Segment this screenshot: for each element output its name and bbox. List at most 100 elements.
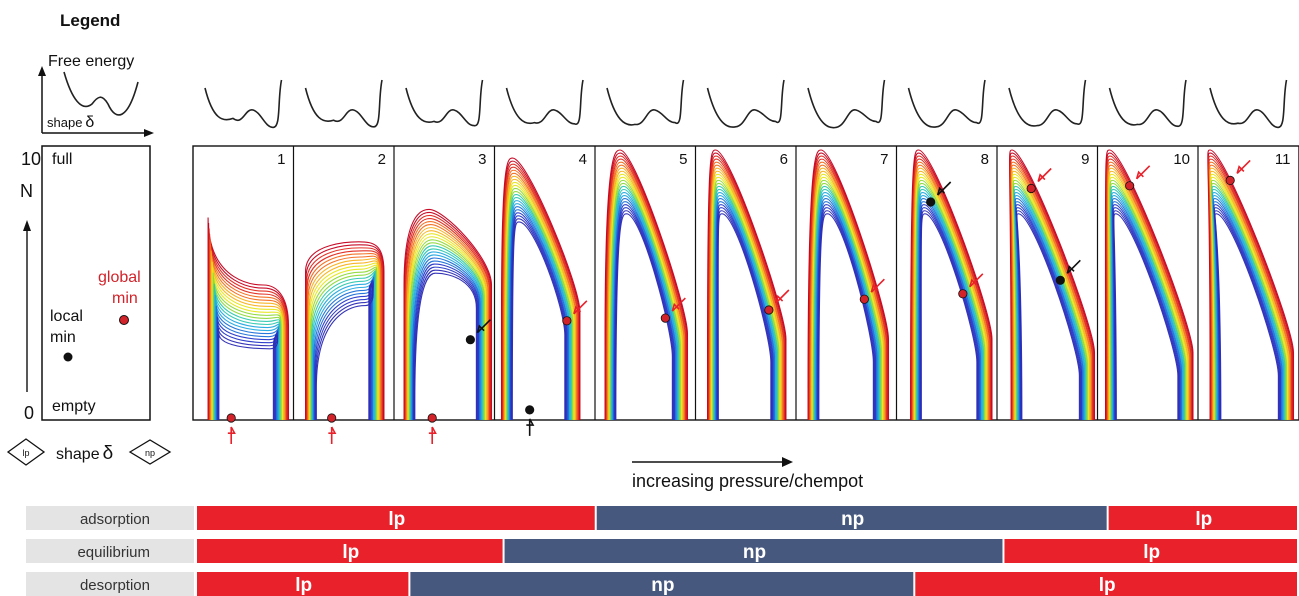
global-min-label-1: global — [98, 269, 141, 286]
contour-line — [501, 160, 580, 420]
pressure-arrow-icon — [782, 457, 793, 467]
contour-line — [404, 211, 492, 420]
contour-line — [314, 280, 374, 420]
contour-line — [212, 267, 283, 420]
phase-segment-lp — [197, 539, 503, 563]
panel-number: 6 — [780, 151, 788, 168]
arrow-head-icon — [775, 294, 784, 304]
local-min-label-1: local — [50, 308, 83, 325]
contour-line — [406, 227, 488, 420]
contour-line — [506, 190, 573, 420]
contour-line — [414, 272, 477, 420]
bar-label-bg — [26, 572, 194, 596]
phase-label: lp — [295, 575, 312, 596]
phase-segment-lp — [915, 572, 1297, 596]
contour-line — [404, 214, 491, 420]
arrow-head-icon — [1236, 165, 1245, 174]
contour-line — [313, 276, 375, 420]
contour-line — [210, 250, 285, 420]
contour-line — [308, 258, 381, 420]
panel-number: 3 — [478, 151, 486, 168]
contour-line — [920, 213, 978, 421]
bar-label-bg — [26, 539, 194, 563]
lp-diamond-icon — [6, 438, 46, 466]
global-min-arrow — [775, 289, 790, 304]
local-min-arrow — [476, 319, 491, 334]
contour-line — [410, 248, 483, 420]
contour-plot-1 — [207, 217, 290, 420]
contour-line — [315, 283, 374, 420]
panel-number: 2 — [378, 151, 386, 168]
panel-number: 7 — [880, 151, 888, 168]
phase-label: lp — [1099, 575, 1116, 596]
contour-line — [1214, 213, 1279, 421]
panel-number: 10 — [1173, 151, 1190, 168]
contour-line — [410, 251, 482, 420]
panel-number: 5 — [679, 151, 687, 168]
contour-line — [407, 230, 487, 420]
contour-line — [213, 283, 281, 420]
contour-line — [606, 161, 686, 420]
contour-line — [500, 157, 581, 420]
contour-line — [711, 173, 781, 420]
arrow-head-icon — [1037, 173, 1046, 182]
contour-line — [504, 178, 576, 420]
free-energy-axis-arrow-icon — [38, 66, 46, 76]
contour-line — [507, 197, 572, 420]
contour-line — [502, 166, 579, 420]
contour-line — [208, 223, 289, 420]
contour-line — [610, 185, 680, 420]
contour-line — [808, 152, 889, 420]
contour-line — [604, 149, 689, 420]
contour-line — [210, 245, 286, 420]
np-diamond-icon — [128, 439, 172, 465]
contour-line — [408, 239, 485, 420]
global-min-arrow — [870, 278, 885, 293]
contour-plot-7 — [807, 149, 890, 421]
contour-line — [503, 169, 578, 420]
arrow-head-icon — [1066, 265, 1075, 274]
free-energy-curve-3 — [405, 79, 484, 127]
contour-plot-3 — [403, 208, 493, 420]
contour-line — [212, 272, 282, 420]
free-energy-curve-9 — [1008, 79, 1087, 127]
global-min-point — [1026, 183, 1036, 194]
contour-line — [406, 224, 489, 420]
free-energy-curve-7 — [807, 79, 886, 129]
contour-line — [507, 193, 572, 420]
bar-label: equilibrium — [77, 544, 150, 561]
global-min-arrow — [573, 300, 588, 315]
contour-line — [611, 191, 678, 420]
np-symbol: np — [145, 448, 155, 458]
contour-line — [411, 257, 481, 420]
contour-line — [808, 155, 888, 420]
shape-axis-arrow-icon — [144, 129, 154, 137]
contour-line — [305, 244, 384, 420]
contour-plot-4 — [500, 157, 581, 421]
free-energy-curve-11 — [1209, 79, 1288, 129]
free-energy-curve-2 — [304, 79, 383, 128]
contour-plot-6 — [707, 149, 787, 421]
contour-line — [215, 305, 279, 420]
contour-line — [315, 284, 374, 420]
contour-line — [608, 170, 683, 420]
global-min-point — [327, 413, 337, 423]
contour-line — [208, 228, 288, 420]
contour-line — [605, 155, 687, 420]
contour-line — [1016, 213, 1080, 421]
bar-row-equilibrium: equilibrium lp np lp — [26, 539, 1297, 563]
contour-line — [211, 261, 284, 420]
global-min-point — [764, 305, 774, 315]
contour-line — [809, 161, 887, 420]
contour-line — [809, 158, 887, 420]
global-min-point — [427, 413, 437, 423]
contour-plot-8 — [910, 149, 993, 421]
contour-line — [209, 234, 287, 420]
empty-label: empty — [52, 398, 96, 415]
contour-line — [709, 161, 784, 420]
global-min-label-2: min — [112, 290, 138, 307]
arrow-head-icon — [870, 283, 879, 293]
contour-line — [707, 149, 787, 420]
contour-line — [312, 275, 375, 420]
panel-numbers: 1 2 3 4 5 6 7 8 9 10 11 — [277, 151, 1290, 168]
